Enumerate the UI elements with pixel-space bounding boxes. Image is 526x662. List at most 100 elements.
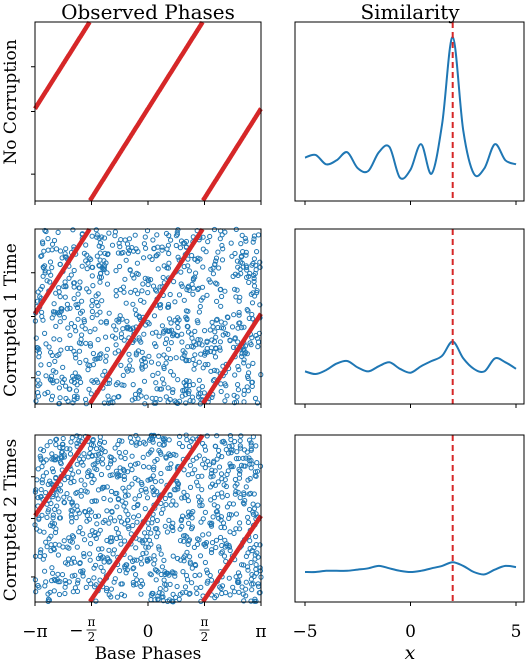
scatter-point bbox=[177, 538, 184, 544]
scatter-point bbox=[92, 498, 98, 504]
scatter-point bbox=[235, 579, 241, 585]
scatter-point bbox=[237, 495, 243, 501]
scatter-point bbox=[218, 585, 224, 592]
scatter-point bbox=[212, 482, 218, 488]
scatter-point bbox=[99, 456, 106, 462]
scatter-point bbox=[200, 365, 206, 371]
scatter-point bbox=[210, 324, 216, 330]
scatter-point bbox=[62, 279, 68, 285]
scatter-point bbox=[150, 372, 156, 378]
scatter-point bbox=[122, 237, 128, 243]
scatter-point bbox=[207, 233, 213, 240]
scatter-point bbox=[100, 568, 106, 574]
scatter-point bbox=[189, 580, 195, 586]
scatter-point bbox=[251, 275, 257, 281]
scatter-point bbox=[123, 570, 129, 576]
phase-line bbox=[201, 312, 263, 405]
scatter-point bbox=[167, 581, 173, 588]
scatter-point bbox=[125, 523, 131, 529]
scatter-point bbox=[167, 493, 173, 499]
scatter-point bbox=[112, 233, 118, 239]
scatter-point bbox=[195, 394, 202, 400]
scatter-point bbox=[159, 247, 165, 253]
scatter-point bbox=[204, 567, 210, 573]
scatter-point bbox=[118, 454, 124, 460]
scatter-point bbox=[159, 594, 165, 600]
scatter-point bbox=[232, 372, 238, 378]
scatter-point bbox=[62, 477, 68, 483]
scatter-point bbox=[238, 254, 244, 260]
scatter-point bbox=[82, 488, 88, 494]
scatter-point bbox=[210, 271, 216, 277]
scatter-point bbox=[132, 287, 138, 293]
scatter-point bbox=[193, 270, 199, 276]
scatter-point bbox=[245, 363, 251, 369]
scatter-point bbox=[187, 462, 193, 468]
scatter-point bbox=[81, 553, 87, 560]
scatter-point bbox=[106, 520, 112, 526]
scatter-point bbox=[184, 577, 191, 583]
scatter-point bbox=[183, 572, 190, 579]
scatter-point bbox=[87, 551, 93, 557]
scatter-point bbox=[118, 331, 125, 337]
scatter-point bbox=[43, 228, 49, 235]
scatter-point bbox=[196, 386, 202, 392]
scatter-point bbox=[43, 539, 49, 545]
scatter-point bbox=[212, 262, 218, 268]
scatter-point bbox=[197, 303, 203, 310]
scatter-point bbox=[77, 285, 83, 291]
scatter-point bbox=[254, 468, 261, 474]
scatter-point bbox=[185, 541, 191, 548]
scatter-point bbox=[164, 529, 170, 535]
scatter-point bbox=[81, 317, 87, 323]
phase-line bbox=[33, 20, 92, 110]
scatter-point bbox=[71, 280, 78, 286]
x-tick-label-3: π2 bbox=[199, 615, 210, 644]
scatter-point bbox=[208, 474, 214, 480]
scatter-point bbox=[254, 400, 261, 406]
scatter-point bbox=[235, 264, 241, 270]
scatter-point bbox=[212, 468, 218, 474]
scatter-point bbox=[134, 519, 140, 525]
scatter-point bbox=[94, 312, 100, 318]
phase-line bbox=[88, 20, 205, 202]
scatter-point bbox=[125, 324, 131, 330]
scatter-point bbox=[151, 467, 157, 473]
scatter-point bbox=[126, 484, 132, 490]
scatter-point bbox=[241, 562, 247, 568]
scatter-point bbox=[244, 449, 250, 455]
scatter-point bbox=[97, 441, 103, 447]
scatter-point bbox=[134, 557, 140, 563]
scatter-point bbox=[114, 594, 121, 600]
observed-phases-panel-2 bbox=[31, 226, 264, 408]
scatter-point bbox=[243, 455, 249, 461]
scatter-point bbox=[148, 530, 154, 536]
scatter-point bbox=[119, 316, 125, 322]
scatter-point bbox=[177, 526, 183, 532]
scatter-point bbox=[144, 495, 151, 501]
scatter-point bbox=[200, 264, 206, 270]
scatter-point bbox=[50, 309, 57, 315]
scatter-point bbox=[98, 564, 104, 571]
scatter-point bbox=[38, 446, 44, 452]
scatter-point bbox=[142, 234, 148, 240]
scatter-point bbox=[232, 250, 238, 257]
scatter-point bbox=[107, 539, 113, 545]
scatter-point bbox=[249, 581, 255, 587]
scatter-point bbox=[187, 590, 193, 597]
scatter-point bbox=[152, 567, 158, 573]
scatter-point bbox=[236, 367, 242, 373]
scatter-point bbox=[71, 296, 77, 302]
scatter-point bbox=[245, 388, 251, 394]
scatter-point bbox=[106, 547, 112, 553]
scatter-point bbox=[108, 488, 115, 495]
scatter-point bbox=[62, 584, 68, 590]
scatter-point bbox=[238, 241, 244, 247]
scatter-point bbox=[57, 337, 63, 343]
scatter-point bbox=[40, 448, 47, 454]
scatter-point bbox=[154, 386, 160, 392]
scatter-point bbox=[106, 592, 112, 598]
scatter-point bbox=[165, 465, 171, 471]
scatter-point bbox=[225, 331, 231, 337]
scatter-point bbox=[182, 584, 189, 590]
